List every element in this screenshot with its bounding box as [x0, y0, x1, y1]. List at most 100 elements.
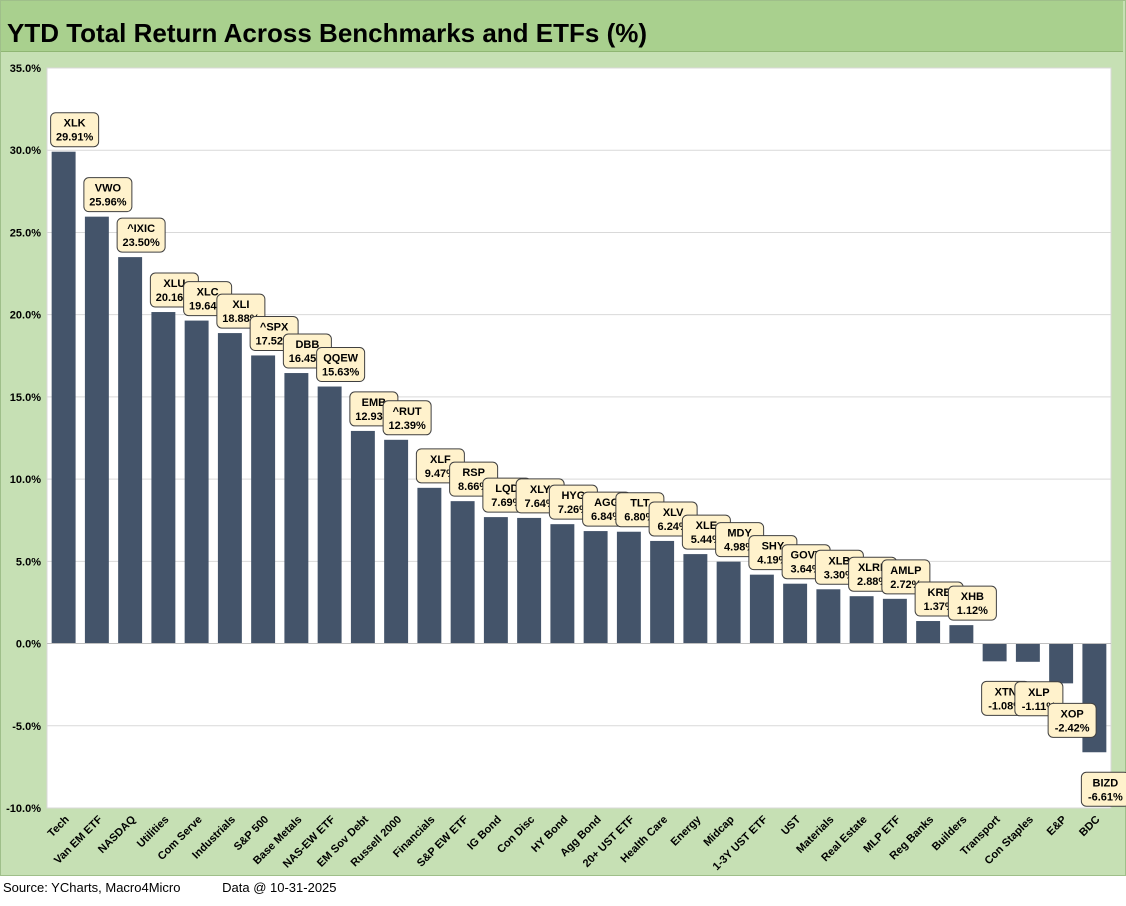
bar: [683, 554, 708, 644]
value-label: 15.63%: [322, 367, 360, 379]
ticker-label: ^RUT: [393, 406, 422, 418]
category-label: UST: [779, 813, 803, 837]
bar: [949, 625, 974, 644]
ticker-label: KRE: [928, 587, 951, 599]
bar: [849, 596, 874, 644]
ticker-label: ^IXIC: [127, 223, 155, 235]
ticker-label: DBB: [295, 339, 319, 351]
ticker-label: XLI: [232, 299, 249, 311]
ticker-label: AMLP: [890, 565, 921, 577]
ticker-label: XHB: [961, 591, 984, 603]
footer: Source: YCharts, Macro4Micro Data @ 10-3…: [3, 880, 375, 895]
bar: [982, 643, 1007, 662]
value-label: 1.12%: [957, 605, 988, 617]
ticker-label: EMB: [362, 397, 387, 409]
ticker-label: XLY: [530, 484, 551, 496]
bar: [882, 598, 907, 644]
y-tick-label: -10.0%: [6, 803, 41, 815]
value-label: 7.26%: [558, 504, 589, 516]
ticker-label: XLRE: [858, 562, 887, 574]
ticker-label: ^SPX: [260, 321, 289, 333]
bar: [151, 312, 176, 644]
ticker-label: LQD: [495, 483, 518, 495]
value-label: 29.91%: [56, 132, 94, 144]
data-label-box: [50, 112, 100, 148]
source-note: Source: YCharts, Macro4Micro: [3, 880, 181, 895]
ticker-label: SHY: [762, 541, 785, 553]
data-label-box: [83, 177, 133, 213]
value-label: 2.88%: [857, 576, 888, 588]
ticker-label: XLP: [1028, 687, 1049, 699]
ticker-label: HYG: [561, 490, 585, 502]
value-label: 2.72%: [890, 579, 921, 591]
ticker-label: XTN: [995, 686, 1017, 698]
value-label: -1.11%: [1022, 701, 1056, 713]
bar: [916, 621, 941, 644]
bar: [816, 589, 841, 644]
bar: [184, 320, 209, 644]
bar: [284, 373, 309, 644]
value-label: 4.19%: [757, 555, 788, 567]
category-label: E&P: [1045, 814, 1069, 838]
value-label: 3.64%: [791, 564, 822, 576]
data-label-box: [1080, 771, 1126, 807]
y-tick-label: 0.0%: [16, 639, 41, 651]
bar: [384, 439, 409, 644]
ticker-label: RSP: [462, 467, 485, 479]
ticker-label: XLB: [828, 555, 850, 567]
data-label-box: [947, 585, 997, 621]
y-tick-label: 20.0%: [10, 310, 41, 322]
ticker-label: XLK: [64, 118, 86, 130]
bar: [251, 355, 276, 644]
ticker-label: AGG: [594, 497, 619, 509]
y-tick-label: 10.0%: [10, 474, 41, 486]
ticker-label: XOP: [1061, 708, 1084, 720]
value-label: 6.80%: [624, 512, 655, 524]
chart-title: YTD Total Return Across Benchmarks and E…: [7, 18, 648, 48]
category-label: BDC: [1077, 814, 1102, 839]
value-label: -6.61%: [1088, 791, 1123, 803]
value-label: 7.69%: [491, 497, 522, 509]
ticker-label: TLT: [630, 498, 650, 510]
bar: [483, 517, 508, 644]
data-label-box: [382, 400, 432, 436]
bar: [450, 501, 475, 644]
value-label: -2.42%: [1055, 722, 1090, 734]
bar: [783, 583, 808, 644]
ticker-label: XLC: [197, 287, 219, 299]
bar: [84, 216, 109, 644]
value-label: 12.39%: [388, 420, 426, 432]
bar: [317, 386, 342, 644]
value-label: 5.44%: [691, 534, 722, 546]
bar: [716, 561, 741, 644]
value-label: 6.24%: [658, 521, 689, 533]
y-tick-label: -5.0%: [12, 721, 41, 733]
value-label: 7.64%: [525, 498, 556, 510]
y-tick-label: 5.0%: [16, 556, 41, 568]
bar: [118, 257, 143, 644]
ticker-label: VWO: [95, 183, 122, 195]
bar: [217, 333, 242, 644]
bar: [417, 487, 442, 644]
value-label: 1.37%: [924, 601, 955, 613]
ticker-label: QQEW: [323, 353, 358, 365]
value-label: 9.47%: [425, 468, 456, 480]
value-label: 25.96%: [89, 197, 127, 209]
data-label-box: [116, 217, 166, 253]
data-date: Data @ 10-31-2025: [222, 880, 337, 895]
value-label: 4.98%: [724, 542, 755, 554]
ticker-label: XLV: [663, 507, 684, 519]
ticker-label: XLU: [163, 278, 185, 290]
category-label: Tech: [46, 813, 72, 839]
value-label: 8.66%: [458, 481, 489, 493]
bar: [1015, 643, 1040, 662]
value-label: 3.30%: [824, 569, 855, 581]
ticker-label: XLF: [430, 454, 451, 466]
ticker-label: MDY: [727, 528, 752, 540]
category-label: Energy: [669, 813, 704, 848]
y-tick-label: 25.0%: [10, 227, 41, 239]
bar: [616, 531, 641, 644]
title-bar: YTD Total Return Across Benchmarks and E…: [1, 1, 1123, 52]
value-label: 23.50%: [122, 237, 160, 249]
bar: [51, 151, 76, 644]
